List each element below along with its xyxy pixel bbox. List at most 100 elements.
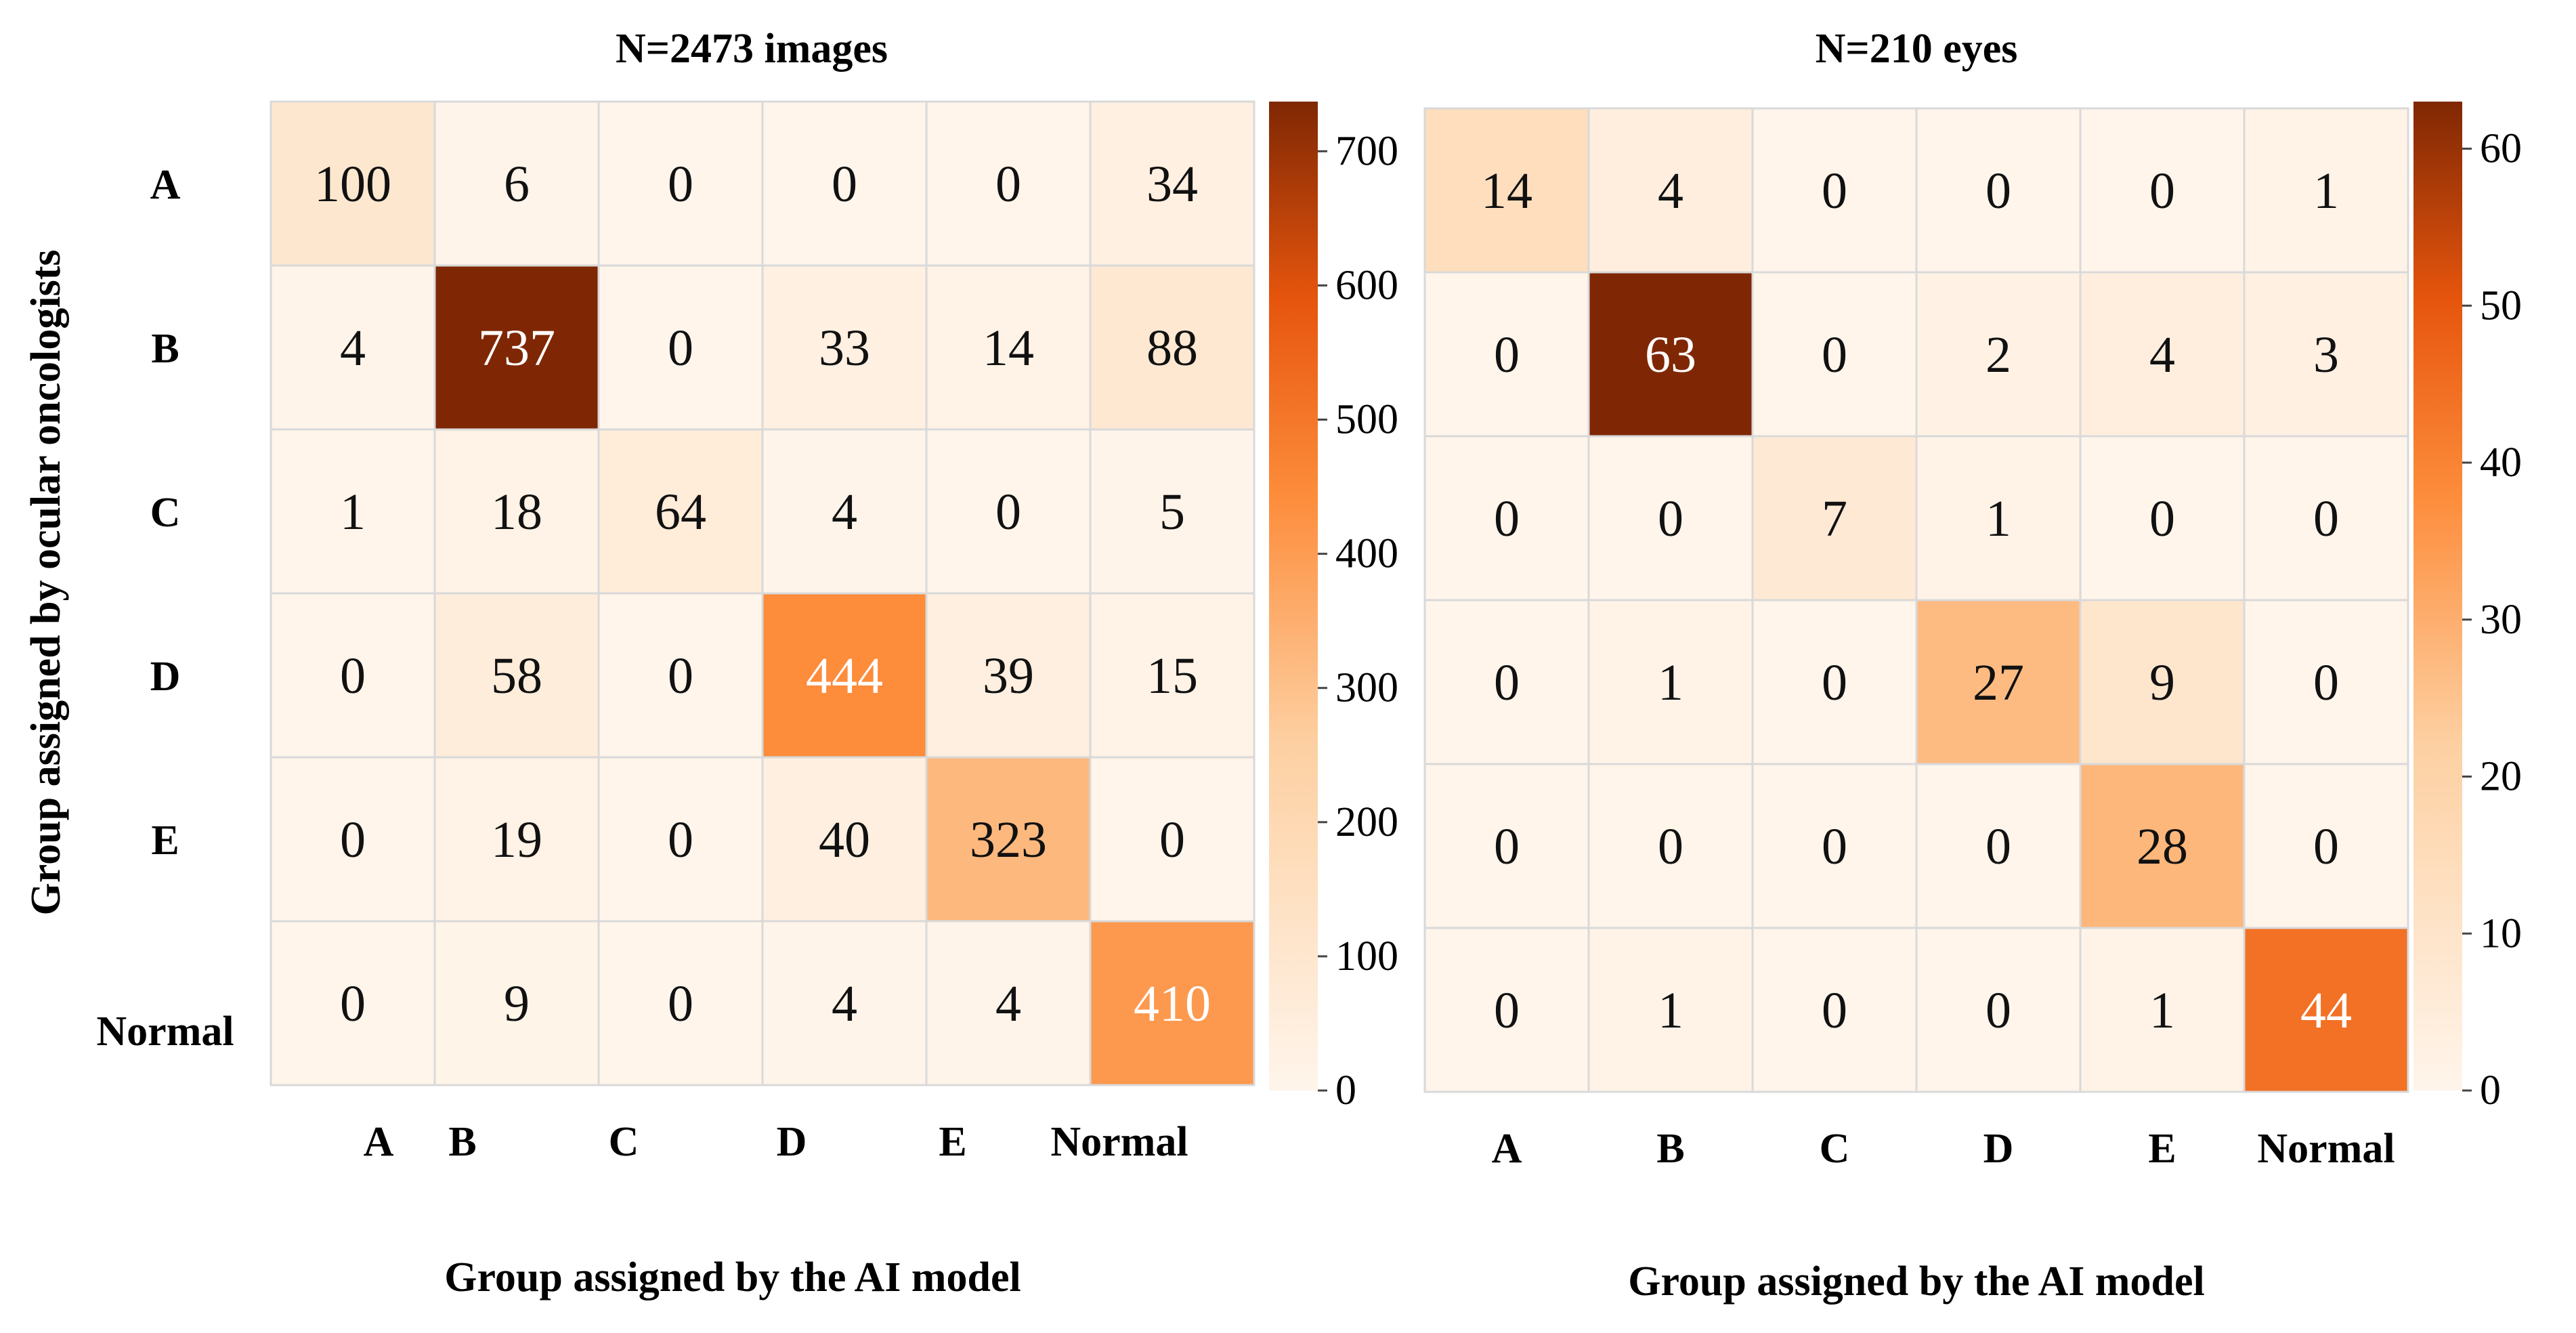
cell-value: 0 <box>995 156 1021 213</box>
cell-value: 44 <box>2300 982 2352 1039</box>
column-labels: A B C D E Normal <box>1492 1126 2395 1172</box>
column-label: A <box>1492 1126 1522 1172</box>
column-labels: A B C D E Normal <box>364 1119 1188 1165</box>
column-label: B <box>448 1119 476 1165</box>
x-axis-label: Group assigned by the AI model <box>1628 1258 2205 1305</box>
heatmap-cell <box>1089 920 1255 1086</box>
cell-value: 4 <box>340 320 366 377</box>
cell-value: 19 <box>491 811 542 868</box>
cell-value: 27 <box>1973 654 2024 711</box>
column-label: D <box>777 1119 807 1165</box>
cell-value: 0 <box>995 484 1021 541</box>
cell-value: 0 <box>1494 818 1520 875</box>
heatmap-cell <box>1915 271 2082 438</box>
cell-value: 1 <box>340 484 366 541</box>
colorbar-tick-label: 10 <box>2480 910 2522 956</box>
row-labels: A B C D E Normal <box>96 162 234 1055</box>
heatmap-cell <box>270 920 436 1086</box>
heatmap-cell <box>761 428 928 595</box>
cell-value: 1 <box>1658 654 1683 711</box>
heatmap-cell <box>925 100 1092 267</box>
cell-value: 34 <box>1146 156 1198 213</box>
cell-value: 0 <box>1822 654 1847 711</box>
heatmap-cells: 100 6 0 0 0 344 737 0 33 14 881 18 64 4 0 50 58 0 444 39 150… <box>270 100 1255 1086</box>
cell-value: 737 <box>478 320 555 377</box>
colorbar-tick-label: 400 <box>1335 531 1398 577</box>
cell-value: 1 <box>2149 982 2175 1039</box>
heatmap-panel-images: N=2473 images Group assigned by ocular o… <box>23 26 1398 1300</box>
heatmap-cell <box>925 756 1092 923</box>
cell-value: 14 <box>983 320 1034 377</box>
cell-value: 2 <box>1985 326 2011 383</box>
heatmap-cell <box>1089 756 1255 923</box>
cell-value: 4 <box>2149 326 2175 383</box>
cell-value: 9 <box>2149 654 2175 711</box>
heatmap-cell <box>2079 435 2246 601</box>
cell-value: 0 <box>1822 326 1847 383</box>
cell-value: 0 <box>2149 163 2175 219</box>
heatmap-cell <box>1751 599 1918 765</box>
cell-value: 58 <box>491 648 542 704</box>
column-label: Normal <box>1050 1119 1188 1165</box>
cell-value: 323 <box>970 811 1047 868</box>
cell-value: 0 <box>1658 490 1683 547</box>
heatmap-cell <box>597 100 764 267</box>
cell-value: 0 <box>668 811 693 868</box>
colorbar-tick-label: 100 <box>1335 933 1398 979</box>
cell-value: 33 <box>819 320 870 377</box>
colorbar-gradient <box>2413 102 2462 1091</box>
colorbar-tick-label: 20 <box>2480 754 2522 800</box>
heatmap-cell <box>2243 435 2409 601</box>
cell-value: 0 <box>1822 163 1847 219</box>
heatmap-cell <box>1751 107 1918 274</box>
heatmap-cell <box>925 592 1092 759</box>
heatmap-cell <box>1089 592 1255 759</box>
heatmap-cell <box>1089 428 1255 595</box>
column-label: B <box>1656 1126 1684 1172</box>
column-label: E <box>2148 1126 2176 1172</box>
heatmap-cells: 14 4 0 0 0 10 63 0 2 4 30 0 7 1 0 00 1 0 27 9 00 0 0 0 28 00 1 0 0 1 4… <box>1423 107 2409 1093</box>
cell-value: 63 <box>1645 326 1696 383</box>
cell-value: 88 <box>1146 320 1198 377</box>
heatmap-cell <box>925 428 1092 595</box>
heatmap-cell <box>433 592 600 759</box>
cell-value: 39 <box>983 648 1034 704</box>
colorbar-tick-label: 600 <box>1335 262 1398 308</box>
heatmap-cell <box>270 756 436 923</box>
cell-value: 40 <box>819 811 870 868</box>
heatmap-cell <box>761 264 928 431</box>
heatmap-cell <box>1751 271 1918 438</box>
colorbar-tick-label: 0 <box>1335 1067 1356 1114</box>
heatmap-cell <box>1587 271 1754 438</box>
cell-value: 3 <box>2313 326 2339 383</box>
cell-value: 0 <box>1494 654 1520 711</box>
colorbar-tick-label: 200 <box>1335 799 1398 845</box>
cell-value: 9 <box>504 975 530 1032</box>
row-label: A <box>150 162 181 208</box>
cell-value: 0 <box>2149 490 2175 547</box>
cell-value: 0 <box>668 156 693 213</box>
heatmap-cell <box>1089 264 1255 431</box>
cell-value: 64 <box>655 484 706 541</box>
heatmap-cell <box>597 592 764 759</box>
cell-value: 5 <box>1159 484 1185 541</box>
cell-value: 18 <box>491 484 542 541</box>
cell-value: 410 <box>1134 975 1211 1032</box>
cell-value: 0 <box>668 975 693 1032</box>
cell-value: 0 <box>1985 163 2011 219</box>
heatmap-cell <box>2243 271 2409 438</box>
cell-value: 0 <box>2313 490 2339 547</box>
cell-value: 0 <box>340 811 366 868</box>
column-label: C <box>1820 1126 1850 1172</box>
heatmap-cell <box>1423 599 1590 765</box>
colorbar-tick-label: 500 <box>1335 396 1398 442</box>
heatmap-cell <box>1915 763 2082 929</box>
cell-value: 0 <box>340 975 366 1032</box>
cell-value: 4 <box>832 975 857 1032</box>
heatmap-cell <box>270 592 436 759</box>
row-label: D <box>150 654 181 700</box>
heatmap-cell <box>2243 927 2409 1093</box>
cell-value: 444 <box>806 648 883 704</box>
colorbar: 0 10 20 30 40 50 60 <box>2413 102 2522 1114</box>
cell-value: 0 <box>1658 818 1683 875</box>
